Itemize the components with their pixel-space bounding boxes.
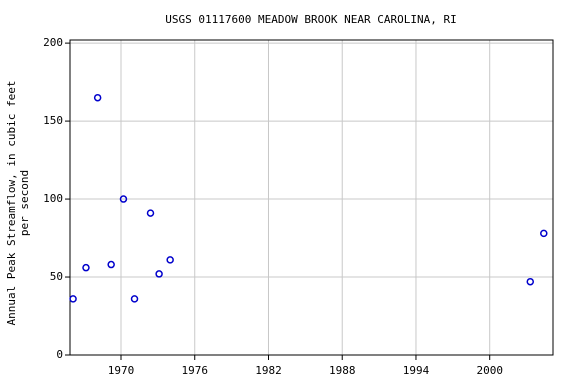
x-tick-label: 1994 [403, 364, 430, 377]
data-point [93, 93, 102, 102]
data-point [107, 260, 115, 269]
data-point [155, 270, 163, 278]
y-tick-label: 200 [43, 36, 63, 49]
data-point [526, 277, 535, 286]
data-point [146, 209, 155, 217]
data-point [130, 295, 139, 303]
x-tick-label: 1970 [108, 364, 135, 377]
x-tick-label: 1982 [255, 364, 282, 377]
data-point [166, 256, 174, 264]
plot-frame [69, 39, 554, 356]
y-tick-label: 50 [50, 270, 63, 283]
data-point [69, 295, 77, 303]
y-axis-label: Annual Peak Streamflow, in cubic feet [5, 80, 18, 325]
x-tick-label: 1988 [329, 364, 356, 377]
y-tick-label: 0 [56, 348, 63, 361]
y-tick-label: 150 [43, 114, 63, 127]
y-tick-label: 100 [43, 192, 63, 205]
chart-title: USGS 01117600 MEADOW BROOK NEAR CAROLINA… [165, 13, 456, 26]
x-tick-label: 2000 [476, 364, 503, 377]
data-point [82, 263, 90, 272]
y-axis-label: per second [18, 170, 31, 236]
data-point [119, 195, 128, 203]
data-point [540, 229, 548, 238]
x-tick-label: 1976 [181, 364, 208, 377]
